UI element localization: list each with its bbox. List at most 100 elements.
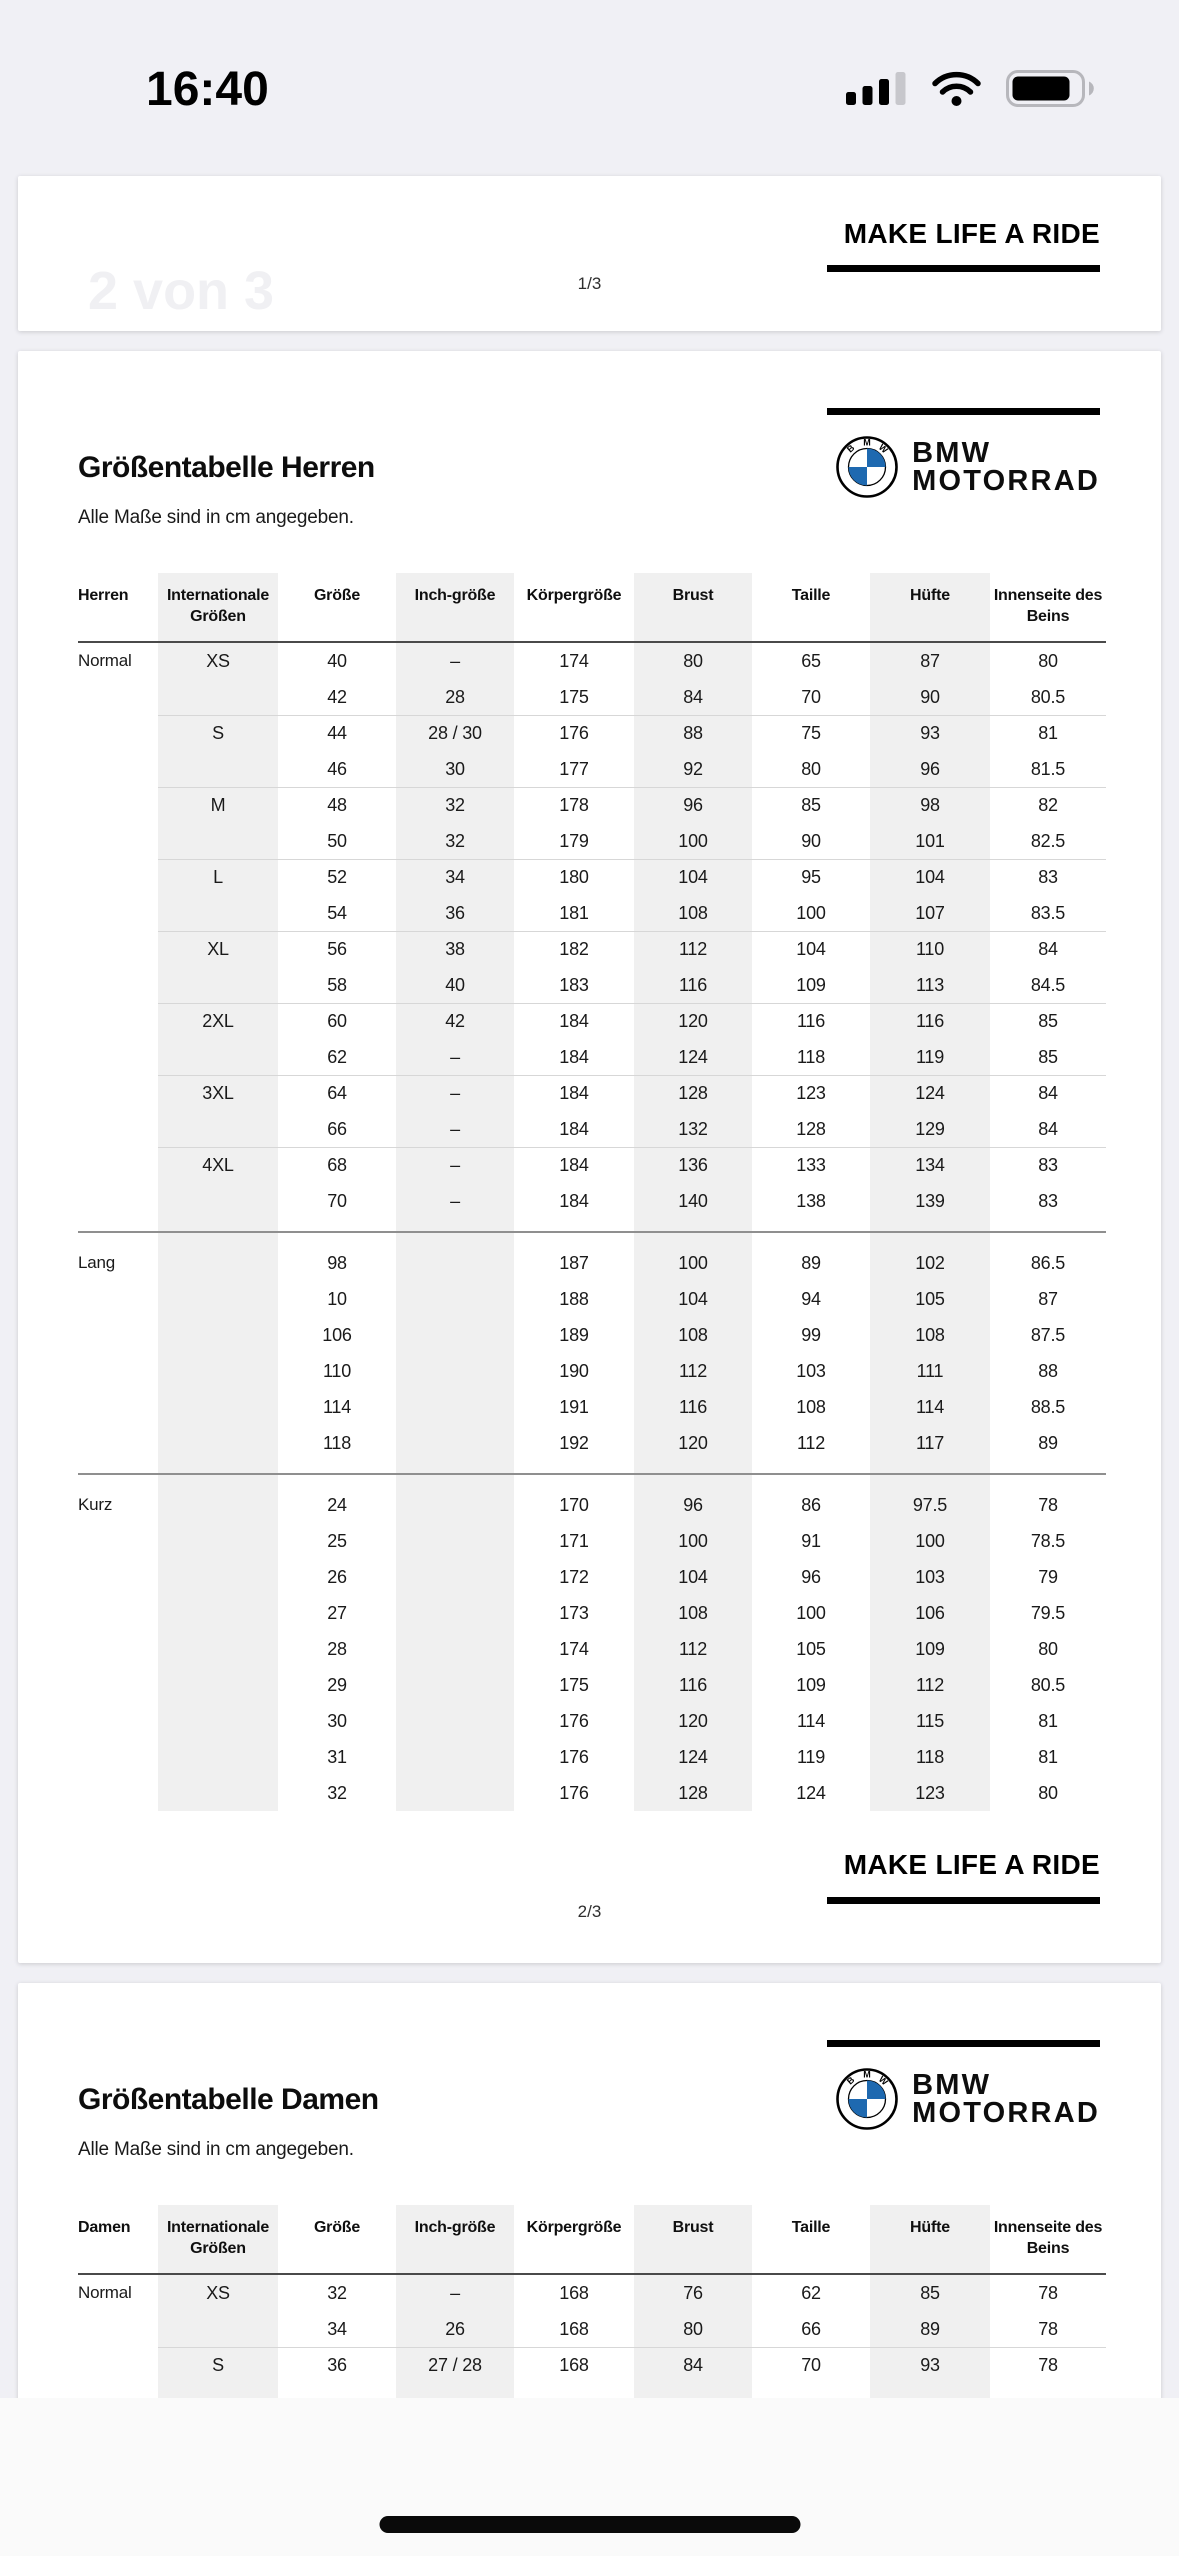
cell: 89 bbox=[920, 2318, 940, 2339]
cell: 182 bbox=[559, 938, 589, 959]
column-header: Innenseite des Beins bbox=[993, 2219, 1103, 2257]
cell: 179 bbox=[559, 830, 589, 851]
cell: 85 bbox=[801, 794, 821, 815]
cell: 60 bbox=[327, 1010, 347, 1031]
cell: 175 bbox=[559, 1674, 589, 1695]
cell: 84 bbox=[683, 2354, 703, 2375]
cell: – bbox=[450, 1154, 460, 1175]
table-row: 2XL 60 42 184 120 116 116 85 bbox=[78, 1003, 1106, 1039]
cell: 104 bbox=[796, 938, 826, 959]
row-label: Normal bbox=[78, 651, 132, 670]
cell: 171 bbox=[559, 1530, 589, 1551]
unit-note: Alle Maße sind in cm angegeben. bbox=[78, 2139, 354, 2160]
table-row: 30 176 120 114 115 81 bbox=[78, 1703, 1106, 1739]
cell: 56 bbox=[327, 938, 347, 959]
cell: 81 bbox=[1038, 722, 1058, 743]
cell: 84.5 bbox=[1030, 974, 1066, 995]
table-row: 34 26 168 80 66 89 78 bbox=[78, 2311, 1106, 2347]
cell: 27 / 28 bbox=[428, 2354, 482, 2375]
column-header: Größe bbox=[313, 2219, 361, 2236]
cell: 103 bbox=[796, 1360, 826, 1381]
cell: – bbox=[450, 1082, 460, 1103]
logo-wordmark: BMW MOTORRAD bbox=[912, 439, 1100, 496]
table-row: 70 – 184 140 138 139 83 bbox=[78, 1183, 1106, 1219]
cell: L bbox=[213, 866, 223, 887]
table-row: 50 32 179 100 90 101 82.5 bbox=[78, 823, 1106, 859]
table-row: XL 56 38 182 112 104 110 84 bbox=[78, 931, 1106, 967]
cell: 104 bbox=[915, 866, 945, 887]
cell: 124 bbox=[796, 1782, 826, 1803]
page-number: 1/3 bbox=[577, 274, 602, 293]
cell: 79 bbox=[1038, 1566, 1058, 1587]
cell: 28 / 30 bbox=[428, 722, 482, 743]
table-row: 110 190 112 103 111 88 bbox=[78, 1353, 1106, 1389]
herren-size-table: Herren Internationale Größen Größe Inch-grö… bbox=[78, 573, 1106, 1811]
cell: 114 bbox=[322, 1396, 352, 1417]
cell: 184 bbox=[559, 1118, 589, 1139]
row-label: Kurz bbox=[78, 1495, 113, 1514]
cell: 190 bbox=[559, 1360, 589, 1381]
cell: 176 bbox=[559, 722, 589, 743]
header-rule bbox=[78, 641, 1106, 643]
cell: 38 bbox=[445, 938, 465, 959]
table-row: 114 191 116 108 114 88.5 bbox=[78, 1389, 1106, 1425]
cell: 129 bbox=[915, 1118, 945, 1139]
cell: 191 bbox=[559, 1396, 589, 1417]
cell: XS bbox=[206, 2282, 230, 2303]
home-indicator[interactable] bbox=[379, 2516, 800, 2533]
cell: 174 bbox=[559, 650, 589, 671]
slogan-text: MAKE LIFE A RIDE bbox=[843, 1849, 1100, 1880]
cell: 104 bbox=[678, 1566, 708, 1587]
cell: 89 bbox=[1038, 1432, 1058, 1453]
cell: 29 bbox=[327, 1674, 347, 1695]
column-stripe bbox=[870, 2205, 990, 2399]
cell: 83 bbox=[1038, 1190, 1058, 1211]
cell: 27 bbox=[327, 1602, 347, 1623]
table-row: 42 28 175 84 70 90 80.5 bbox=[78, 679, 1106, 715]
table-row: 54 36 181 108 100 107 83.5 bbox=[78, 895, 1106, 931]
damen-size-table: Damen Internationale Größen Größe Inch-größ… bbox=[78, 2205, 1106, 2399]
cell: 124 bbox=[915, 1082, 945, 1103]
cell: 80 bbox=[1038, 650, 1058, 671]
cell: 90 bbox=[920, 686, 940, 707]
cell: S bbox=[212, 2354, 224, 2375]
cell: 116 bbox=[678, 974, 708, 995]
cell: 108 bbox=[796, 1396, 826, 1417]
slogan-underline bbox=[827, 1897, 1100, 1904]
cell: 108 bbox=[678, 1324, 708, 1345]
logo-line-bmw: BMW bbox=[912, 2069, 992, 2101]
cell: 88 bbox=[683, 722, 703, 743]
cell: 80 bbox=[1038, 1782, 1058, 1803]
cell: 100 bbox=[678, 830, 708, 851]
cell: 178 bbox=[559, 794, 589, 815]
cell: 114 bbox=[915, 1396, 945, 1417]
cell: 118 bbox=[915, 1746, 945, 1767]
cell: 81 bbox=[1038, 1710, 1058, 1731]
cell: 26 bbox=[327, 1566, 347, 1587]
cell: 40 bbox=[445, 974, 465, 995]
cell: 176 bbox=[559, 1746, 589, 1767]
cell: 86 bbox=[801, 1494, 821, 1515]
cell: 112 bbox=[796, 1432, 826, 1453]
section-divider bbox=[78, 1219, 1106, 1245]
cell: 128 bbox=[678, 1782, 708, 1803]
column-header: Brust bbox=[672, 587, 714, 604]
cellular-signal-icon bbox=[846, 72, 906, 105]
cell: 78 bbox=[1038, 2282, 1058, 2303]
cell: 184 bbox=[559, 1010, 589, 1031]
cell: 184 bbox=[559, 1154, 589, 1175]
cell: 123 bbox=[796, 1082, 826, 1103]
cell: 110 bbox=[322, 1360, 352, 1381]
cell: 173 bbox=[559, 1602, 589, 1623]
cell: 109 bbox=[915, 1638, 945, 1659]
logo-wordmark: BMW MOTORRAD bbox=[912, 2069, 1100, 2128]
table-row: Kurz 24 170 96 86 97.5 78 bbox=[78, 1487, 1106, 1523]
cell: XL bbox=[207, 938, 229, 959]
cell: 83 bbox=[1038, 866, 1058, 887]
column-stripe bbox=[634, 573, 752, 1811]
cell: 111 bbox=[916, 1360, 944, 1381]
table-row: 28 174 112 105 109 80 bbox=[78, 1631, 1106, 1667]
cell: 133 bbox=[796, 1154, 826, 1175]
cell: 174 bbox=[559, 1638, 589, 1659]
